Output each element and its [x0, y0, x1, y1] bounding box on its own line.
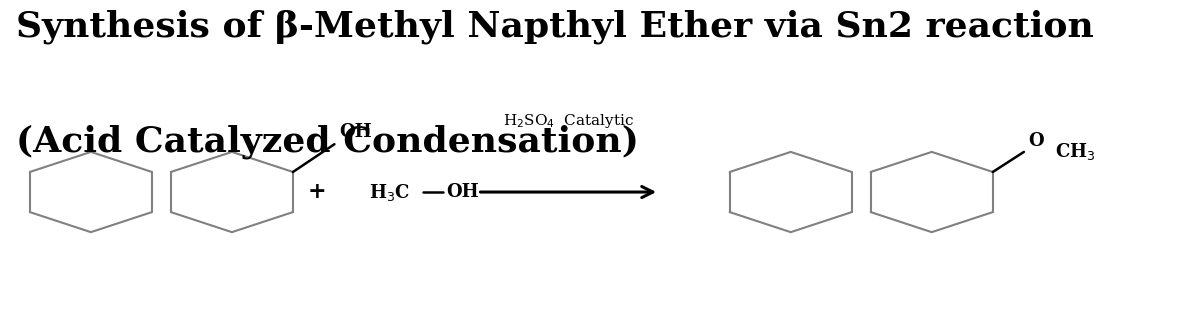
Text: OH: OH [340, 123, 372, 141]
Text: Synthesis of β-Methyl Napthyl Ether via Sn2 reaction: Synthesis of β-Methyl Napthyl Ether via … [17, 10, 1094, 44]
Text: H$_3$C: H$_3$C [368, 182, 410, 202]
Text: +: + [307, 181, 326, 203]
Text: H$_2$SO$_4$  Catalytic: H$_2$SO$_4$ Catalytic [503, 112, 635, 130]
Text: O: O [1028, 132, 1044, 150]
Text: OH: OH [446, 183, 479, 201]
Text: (Acid Catalyzed Condensation): (Acid Catalyzed Condensation) [17, 124, 640, 159]
Text: CH$_3$: CH$_3$ [1055, 141, 1096, 162]
